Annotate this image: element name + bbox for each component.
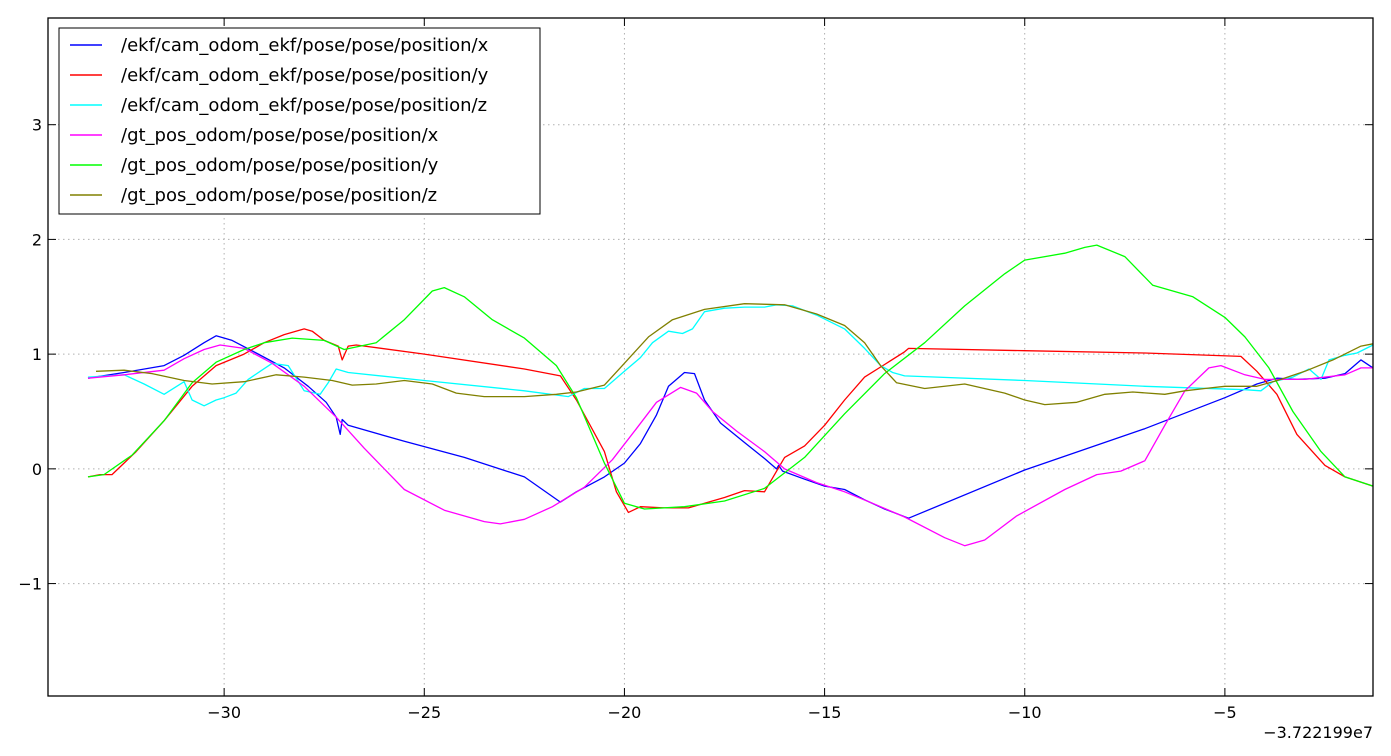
y-tick-label: 3 [32, 116, 42, 135]
x-tick-label: −10 [1008, 703, 1042, 722]
x-tick-label: −25 [407, 703, 441, 722]
legend-item: /gt_pos_odom/pose/pose/position/z [70, 185, 437, 206]
x-tick-label: −30 [207, 703, 241, 722]
x-tick-label: −15 [808, 703, 842, 722]
legend-label: /gt_pos_odom/pose/pose/position/x [121, 125, 439, 146]
y-tick-label: 0 [32, 460, 42, 479]
y-tick-label: −1 [18, 575, 42, 594]
legend-item: /gt_pos_odom/pose/pose/position/x [70, 125, 439, 146]
x-tick-label: −20 [608, 703, 642, 722]
y-tick-label: 2 [32, 230, 42, 249]
series-lines [87, 244, 1374, 547]
series-line-1 [87, 335, 1374, 519]
series-line-3 [87, 304, 1374, 407]
legend-item: /ekf/cam_odom_ekf/pose/pose/position/y [70, 65, 489, 86]
plot-frame [47, 17, 1374, 697]
series-line-5 [87, 244, 1374, 510]
legend-item: /ekf/cam_odom_ekf/pose/pose/position/x [70, 35, 489, 56]
legend-label: /gt_pos_odom/pose/pose/position/z [121, 185, 437, 206]
y-tick-label: 1 [32, 345, 42, 364]
x-offset-label: −3.722199e7 [1263, 723, 1373, 742]
legend-box [58, 27, 541, 215]
x-tick-label: −5 [1213, 703, 1237, 722]
legend-item: /gt_pos_odom/pose/pose/position/y [70, 155, 439, 176]
series-line-4 [87, 344, 1373, 547]
legend-label: /ekf/cam_odom_ekf/pose/pose/position/x [121, 35, 489, 56]
legend-item: /ekf/cam_odom_ekf/pose/pose/position/z [70, 95, 487, 116]
series-line-2 [87, 328, 1374, 514]
legend-label: /ekf/cam_odom_ekf/pose/pose/position/z [121, 95, 487, 116]
legend: /ekf/cam_odom_ekf/pose/pose/position/x/e… [58, 27, 541, 215]
legend-label: /ekf/cam_odom_ekf/pose/pose/position/y [121, 65, 489, 86]
legend-label: /gt_pos_odom/pose/pose/position/y [121, 155, 439, 176]
series-line-6 [95, 303, 1374, 406]
